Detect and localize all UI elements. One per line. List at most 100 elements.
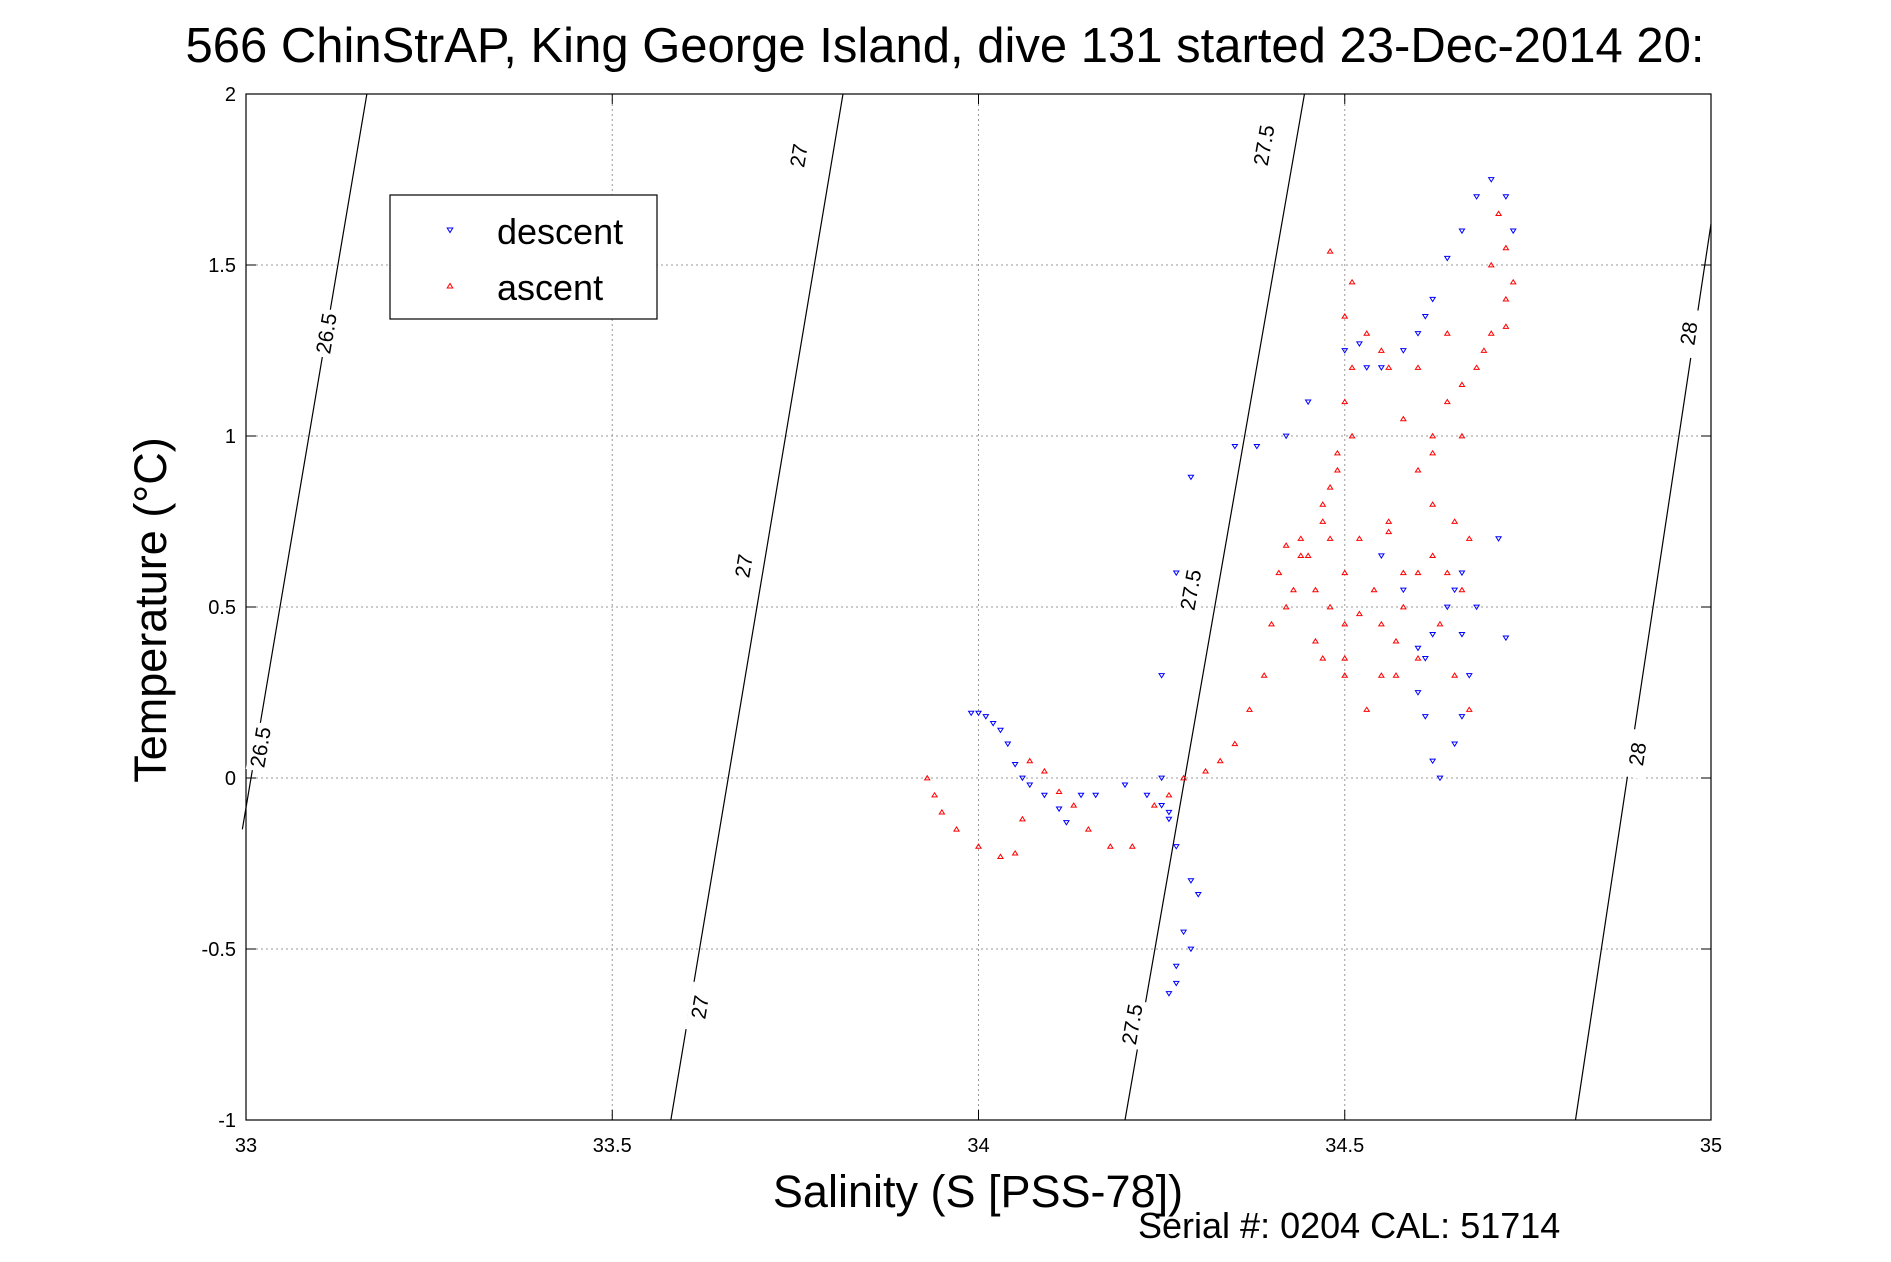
ascent-point-22 <box>1260 672 1268 678</box>
density-contours <box>241 93 1712 1121</box>
descent-point-9 <box>1040 792 1048 799</box>
x-axis-label: Salinity (S [PSS-78]) <box>773 1166 1183 1217</box>
y-tick-label-4: 1 <box>225 426 236 448</box>
ascent-point-68 <box>1429 449 1437 456</box>
descent-point-40 <box>1414 331 1422 337</box>
ascent-point-18 <box>1202 767 1210 774</box>
descent-point-54 <box>1421 655 1429 662</box>
ascent-point-2 <box>938 808 946 815</box>
descent-point-34 <box>1304 399 1312 406</box>
x-tick-label-4: 35 <box>1700 1135 1722 1157</box>
ascent-point-28 <box>1326 484 1334 490</box>
descent-point-62 <box>1473 604 1481 611</box>
density-contour-0 <box>241 93 368 830</box>
ascent-point-53 <box>1465 535 1473 541</box>
density-label-bg-2-0 <box>1249 119 1280 171</box>
descent-point-52 <box>1443 604 1451 611</box>
ascent-point-92 <box>1443 330 1451 336</box>
ascent-point-6 <box>1011 849 1019 856</box>
ascent-point-32 <box>1341 313 1349 319</box>
ascent-point-51 <box>1443 569 1451 576</box>
x-axis-ticks: 33 33.5 34 34.5 35 <box>235 94 1722 1157</box>
descent-point-42 <box>1429 296 1437 303</box>
descent-point-3 <box>989 720 997 727</box>
y-tick-label-0: -1 <box>218 1110 236 1132</box>
legend: descent ascent <box>389 194 658 320</box>
density-label-bg-2-2 <box>1117 998 1148 1050</box>
descent-point-25 <box>1187 946 1195 953</box>
descent-point-67 <box>1458 632 1466 638</box>
ascent-point-58 <box>1443 398 1451 405</box>
descent-point-58 <box>1436 775 1444 782</box>
descent-point-33 <box>1282 433 1290 440</box>
density-label-0-0: 26.5 <box>312 311 342 355</box>
ascent-point-26 <box>1304 552 1312 559</box>
descent-point-0 <box>967 710 975 717</box>
ascent-point-75 <box>1319 501 1327 507</box>
x-tick-label-2: 34 <box>967 1135 989 1157</box>
ascent-point-44 <box>1355 535 1363 541</box>
descent-point-13 <box>1092 792 1100 799</box>
descent-point-57 <box>1429 758 1437 765</box>
descent-point-8 <box>1026 782 1034 789</box>
descent-point-61 <box>1465 673 1473 679</box>
descent-point-7 <box>1018 775 1026 782</box>
ascent-point-42 <box>1399 569 1407 576</box>
descent-point-30 <box>1187 474 1195 481</box>
density-label-1-1: 27 <box>731 553 758 580</box>
x-tick-label-0: 33 <box>235 1135 257 1157</box>
ascent-point-3 <box>953 826 961 832</box>
ascent-point-78 <box>1275 569 1283 576</box>
ascent-point-5 <box>996 853 1004 859</box>
legend-marker-descent <box>446 227 454 234</box>
descent-point-38 <box>1377 365 1385 371</box>
density-label-bg-3-0 <box>1674 308 1704 359</box>
ascent-point-50 <box>1429 552 1437 559</box>
footer-serial-cal: Serial #: 0204 CAL: 51714 <box>1138 1205 1560 1246</box>
descent-point-63 <box>1502 635 1510 642</box>
density-label-2-0: 27.5 <box>1250 123 1280 167</box>
descent-point-31 <box>1231 443 1239 450</box>
ascent-point-25 <box>1289 586 1297 593</box>
ascent-point-61 <box>1487 330 1495 336</box>
ascent-point-29 <box>1333 449 1341 456</box>
descent-point-12 <box>1077 792 1085 799</box>
descent-point-37 <box>1363 365 1371 371</box>
y-tick-label-2: 0 <box>225 768 236 790</box>
density-contour-labels: 26.5 26.5 27 27 27 27.5 27.5 27.5 28 28 <box>245 119 1704 1050</box>
legend-marker-ascent <box>446 282 454 289</box>
ascent-point-65 <box>1495 210 1503 217</box>
density-label-2-1: 27.5 <box>1177 568 1207 612</box>
descent-point-36 <box>1355 341 1363 347</box>
data-series <box>923 177 1517 997</box>
ascent-point-86 <box>1451 672 1459 678</box>
density-label-bg-1-2 <box>685 981 715 1033</box>
ascent-point-74 <box>1333 466 1341 473</box>
ascent-point-84 <box>1414 655 1422 661</box>
ascent-point-85 <box>1436 620 1444 627</box>
y-axis-ticks: -1 -0.5 0 0.5 1 1.5 2 <box>202 84 1711 1132</box>
ascent-point-34 <box>1326 248 1334 254</box>
descent-point-2 <box>982 714 990 720</box>
ascent-point-56 <box>1414 466 1422 473</box>
ascent-point-81 <box>1341 655 1349 661</box>
descent-point-22 <box>1172 963 1180 970</box>
ascent-point-79 <box>1297 552 1305 559</box>
descent-point-46 <box>1487 177 1495 183</box>
ascent-point-66 <box>1487 261 1495 268</box>
ascent-point-36 <box>1311 637 1319 644</box>
ascent-point-19 <box>1216 757 1224 764</box>
ascent-point-49 <box>1414 569 1422 576</box>
descent-point-60 <box>1458 714 1466 720</box>
descent-point-47 <box>1502 194 1510 200</box>
density-contour-1 <box>670 93 844 1121</box>
ascent-point-9 <box>1040 767 1048 774</box>
descent-point-44 <box>1458 228 1466 235</box>
density-label-bg-0-1 <box>245 721 276 773</box>
ascent-point-48 <box>1370 586 1378 593</box>
density-label-1-0: 27 <box>786 142 813 169</box>
descent-point-39 <box>1399 348 1407 354</box>
descent-point-19 <box>1187 878 1195 884</box>
series-ascent <box>923 210 1517 859</box>
